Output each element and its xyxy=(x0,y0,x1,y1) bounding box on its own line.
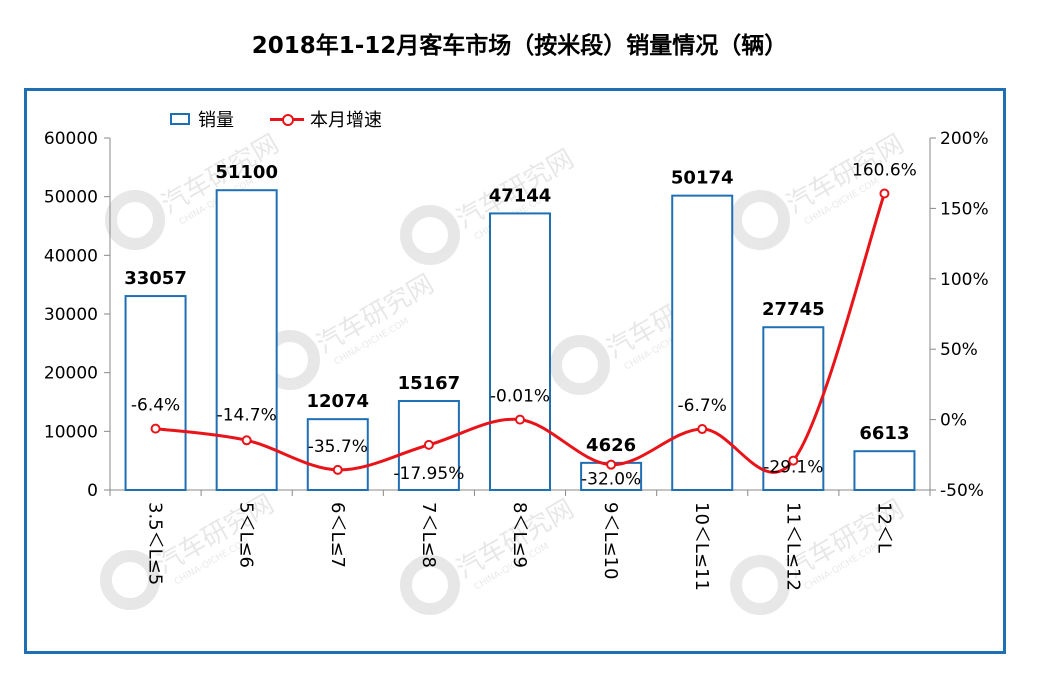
y-tick-label-right: 0% xyxy=(940,411,967,431)
growth-data-label: -35.7% xyxy=(308,437,368,457)
y-tick-label-right: 50% xyxy=(940,340,978,360)
bar xyxy=(853,450,916,492)
x-tick-label: 9＜L≤10 xyxy=(600,502,621,579)
growth-point xyxy=(332,464,343,475)
y-tick-label-left: 40000 xyxy=(44,246,98,266)
growth-point xyxy=(879,188,890,199)
x-tick-label: 8＜L≤9 xyxy=(509,502,530,568)
growth-point xyxy=(788,455,799,466)
bar xyxy=(671,194,734,491)
legend-bar-swatch xyxy=(170,113,190,125)
y-tick-label-right: 200% xyxy=(940,129,989,149)
bar-data-label: 50174 xyxy=(671,168,734,189)
x-tick-label: 5＜L≤6 xyxy=(236,502,257,568)
svg-text:汽车研究网: 汽车研究网 xyxy=(312,269,440,360)
legend-item-growth: 本月增速 xyxy=(270,108,382,131)
growth-point xyxy=(150,423,161,434)
bar-data-label: 47144 xyxy=(489,185,552,206)
bar-data-label: 4626 xyxy=(586,435,636,456)
growth-data-label: -6.4% xyxy=(131,396,180,416)
legend-line-swatch xyxy=(270,112,304,126)
legend-sales-label: 销量 xyxy=(198,110,234,131)
x-tick-label: 6＜L≤7 xyxy=(327,502,348,568)
growth-data-label: 160.6% xyxy=(852,160,917,180)
y-tick-label-left: 50000 xyxy=(44,188,98,208)
y-tick-label-right: 100% xyxy=(940,270,989,290)
y-tick-label-left: 10000 xyxy=(44,422,98,442)
growth-data-label: -17.95% xyxy=(393,464,464,484)
bar xyxy=(489,212,551,491)
growth-data-label: -32.0% xyxy=(581,470,641,490)
growth-data-label: -6.7% xyxy=(678,396,727,416)
y-tick-label-left: 30000 xyxy=(44,305,98,325)
growth-data-label: -0.01% xyxy=(490,387,550,407)
bar-data-label: 33057 xyxy=(124,268,187,289)
legend-growth-label: 本月增速 xyxy=(310,110,382,131)
growth-data-label: -29.1% xyxy=(763,458,823,478)
svg-text:汽车研究网: 汽车研究网 xyxy=(152,489,280,580)
x-tick-label: 7＜L≤8 xyxy=(418,502,439,568)
x-tick-label: 11＜L≤12 xyxy=(782,502,803,591)
growth-point xyxy=(423,439,434,450)
y-tick-label-left: 20000 xyxy=(44,364,98,384)
y-tick-label-right: 150% xyxy=(940,199,989,219)
bar-data-label: 51100 xyxy=(215,162,278,183)
bar-data-label: 27745 xyxy=(762,299,825,320)
growth-data-label: -14.7% xyxy=(217,405,277,425)
growth-point xyxy=(241,435,252,446)
x-tick-label: 12＜L xyxy=(873,502,894,553)
growth-point xyxy=(515,414,525,425)
chart-frame xyxy=(24,88,1006,654)
growth-point xyxy=(697,424,708,435)
bar-data-label: 15167 xyxy=(398,373,461,394)
legend-item-sales: 销量 xyxy=(170,108,234,131)
bar xyxy=(306,418,369,491)
bar-data-label: 12074 xyxy=(306,391,369,412)
bar-data-label: 6613 xyxy=(859,423,909,444)
y-tick-label-right: -50% xyxy=(940,481,984,501)
growth-point xyxy=(606,459,617,470)
x-tick-label: 10＜L≤11 xyxy=(691,502,712,591)
x-tick-label: 3.5＜L≤5 xyxy=(145,502,166,585)
y-tick-label-left: 0 xyxy=(87,481,98,501)
bar xyxy=(124,295,187,492)
chart-title: 2018年1-12月客车市场（按米段）销量情况（辆） xyxy=(251,33,788,59)
y-tick-label-left: 60000 xyxy=(44,129,98,149)
